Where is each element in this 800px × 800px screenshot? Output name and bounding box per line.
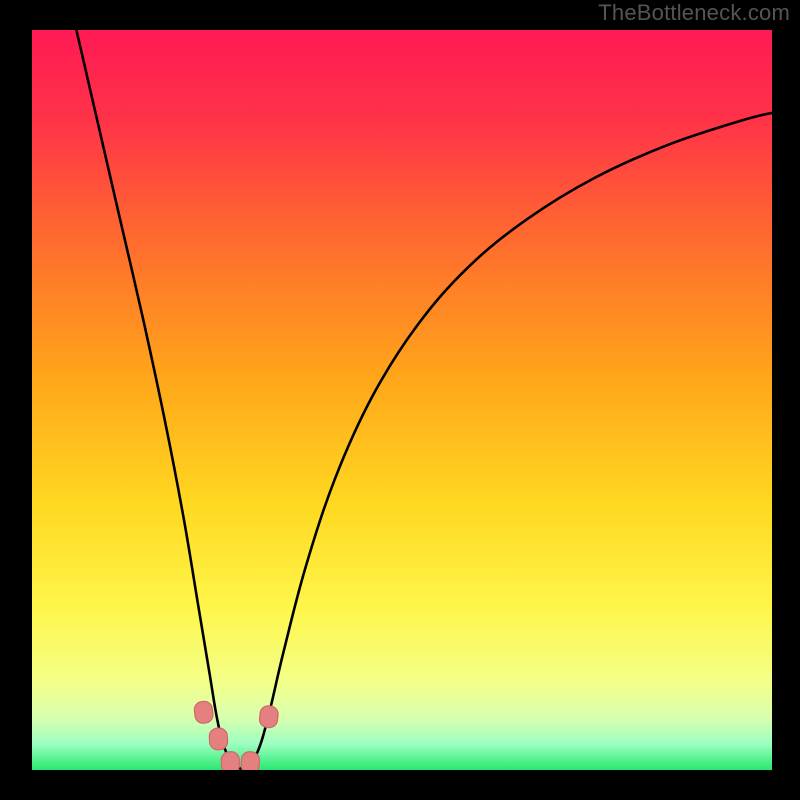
watermark-text: TheBottleneck.com [598,0,790,26]
chart-svg [32,30,772,770]
trough-marker [209,728,228,751]
trough-marker [241,751,260,770]
trough-marker [221,752,239,770]
trough-marker [259,705,279,728]
plot-area [32,30,772,770]
trough-marker [194,701,214,724]
bottleneck-curve [76,30,772,769]
frame: TheBottleneck.com [0,0,800,800]
